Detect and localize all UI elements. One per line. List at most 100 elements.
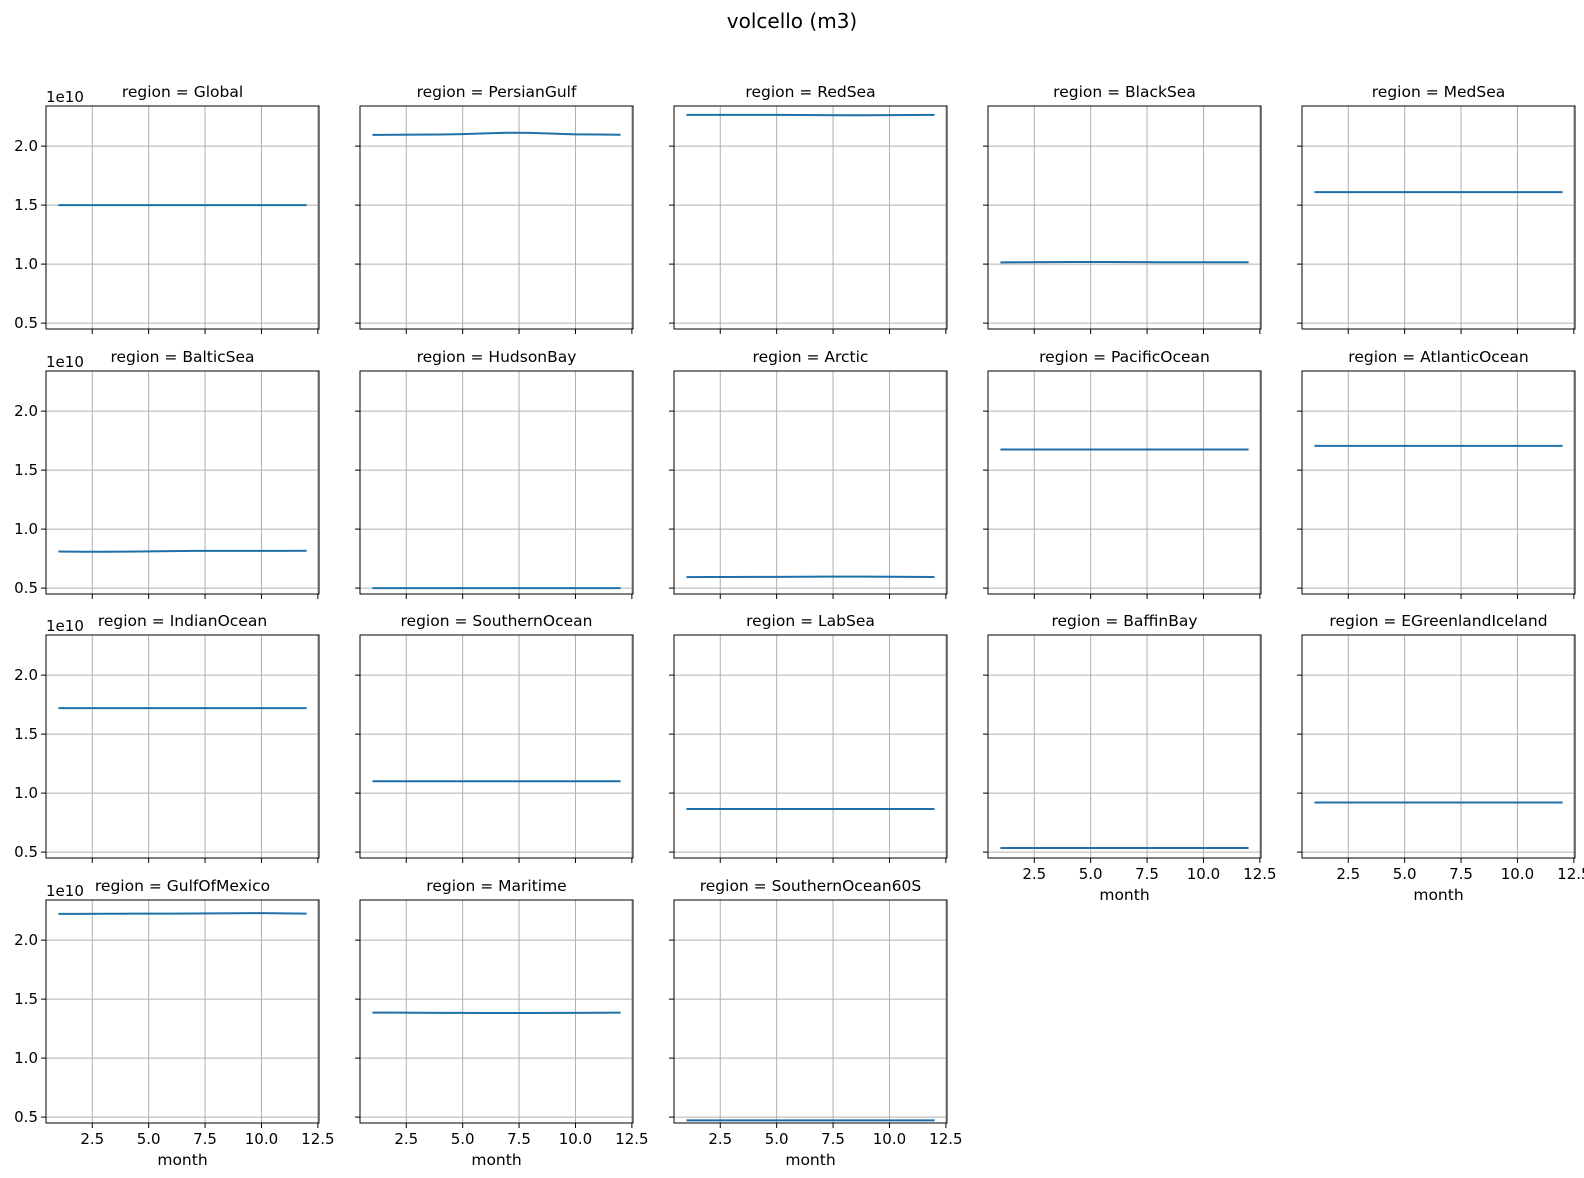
y-offset-label: 1e10 <box>46 88 84 106</box>
x-axis-label: month <box>157 1151 207 1169</box>
plot-frame <box>1301 634 1576 859</box>
panel-title: region = PacificOcean <box>1039 348 1210 366</box>
facet-panel: region = PersianGulf <box>355 83 634 334</box>
y-tick-label: 1.5 <box>14 725 38 743</box>
x-axis-label: month <box>471 1151 521 1169</box>
panel-title: region = GulfOfMexico <box>95 877 270 895</box>
panel-title: region = SouthernOcean60S <box>700 877 922 895</box>
facet-grid: 0.5 1.0 1.5 2.0 1e10 region = Global region = … <box>14 83 1584 1169</box>
y-tick-label: 2.0 <box>14 931 38 949</box>
x-tick-label: 2.5 <box>708 1130 732 1148</box>
x-tick-label: 10.0 <box>1501 865 1534 883</box>
y-tick-label: 1.5 <box>14 461 38 479</box>
plot-frame <box>45 370 320 595</box>
series-line <box>58 912 307 915</box>
facet-panel: 2.5 5.0 7.5 10.0 12.5 month region = BaffinBay <box>983 612 1277 904</box>
facet-panel: 0.5 1.0 1.5 2.0 1e10 region = BalticSea <box>14 348 320 599</box>
y-tick-label: 2.0 <box>14 402 38 420</box>
y-tick-label: 1.5 <box>14 990 38 1008</box>
panel-title: region = BaffinBay <box>1051 612 1197 630</box>
y-offset-label: 1e10 <box>46 617 84 635</box>
y-offset-label: 1e10 <box>46 882 84 900</box>
plot-frame <box>1301 105 1576 330</box>
panel-title: region = RedSea <box>745 83 875 101</box>
x-tick-label: 12.5 <box>1557 865 1584 883</box>
x-axis-label: month <box>785 1151 835 1169</box>
plot-frame <box>987 105 1262 330</box>
x-tick-label: 7.5 <box>507 1130 531 1148</box>
x-tick-label: 7.5 <box>1449 865 1473 883</box>
y-tick-label: 1.0 <box>14 1049 38 1067</box>
x-tick-label: 12.5 <box>1243 865 1276 883</box>
panel-title: region = SouthernOcean <box>401 612 593 630</box>
facet-panel: region = HudsonBay <box>355 348 634 599</box>
facet-panel: 2.5 5.0 7.5 10.0 12.5 month region = EGreenlan… <box>1297 612 1584 904</box>
x-tick-label: 10.0 <box>1187 865 1220 883</box>
x-tick-label: 5.0 <box>1079 865 1103 883</box>
y-tick-label: 0.5 <box>14 843 38 861</box>
x-tick-label: 10.0 <box>559 1130 592 1148</box>
facet-panel: region = BlackSea <box>983 83 1262 334</box>
figure-title: volcello (m3) <box>727 9 857 33</box>
x-tick-label: 7.5 <box>1135 865 1159 883</box>
panel-title: region = Arctic <box>753 348 869 366</box>
facet-panel: region = LabSea <box>669 612 948 863</box>
facet-panel: region = Arctic <box>669 348 948 599</box>
y-tick-label: 1.0 <box>14 255 38 273</box>
x-tick-label: 5.0 <box>137 1130 161 1148</box>
plot-frame <box>673 370 948 595</box>
panel-title: region = BalticSea <box>110 348 254 366</box>
panel-title: region = HudsonBay <box>417 348 577 366</box>
y-tick-label: 1.0 <box>14 520 38 538</box>
plot-frame <box>987 370 1262 595</box>
facet-panel: 0.5 1.0 1.5 2.0 2.5 5.0 7.5 10.0 12.5 month 1e10 re… <box>14 877 334 1169</box>
panel-title: region = AtlanticOcean <box>1348 348 1528 366</box>
x-tick-label: 10.0 <box>245 1130 278 1148</box>
facet-panel: region = PacificOcean <box>983 348 1262 599</box>
x-tick-label: 7.5 <box>193 1130 217 1148</box>
x-tick-label: 12.5 <box>615 1130 648 1148</box>
y-tick-label: 2.0 <box>14 137 38 155</box>
y-tick-label: 1.5 <box>14 196 38 214</box>
plot-frame <box>1301 370 1576 595</box>
x-axis-label: month <box>1413 886 1463 904</box>
x-tick-label: 12.5 <box>929 1130 962 1148</box>
panel-title: region = MedSea <box>1372 83 1505 101</box>
facet-panel: 0.5 1.0 1.5 2.0 1e10 region = Global <box>14 83 320 334</box>
plot-frame <box>359 105 634 330</box>
y-tick-label: 0.5 <box>14 1108 38 1126</box>
x-tick-label: 2.5 <box>1022 865 1046 883</box>
plot-frame <box>45 634 320 859</box>
y-tick-label: 1.0 <box>14 784 38 802</box>
facet-panel: 0.5 1.0 1.5 2.0 1e10 region = IndianOcean <box>14 612 320 863</box>
y-offset-label: 1e10 <box>46 353 84 371</box>
x-tick-label: 2.5 <box>394 1130 418 1148</box>
panel-title: region = IndianOcean <box>98 612 267 630</box>
x-tick-label: 5.0 <box>1393 865 1417 883</box>
x-tick-label: 7.5 <box>821 1130 845 1148</box>
x-axis-label: month <box>1099 886 1149 904</box>
x-tick-label: 5.0 <box>765 1130 789 1148</box>
panel-title: region = LabSea <box>746 612 875 630</box>
x-tick-label: 10.0 <box>873 1130 906 1148</box>
facet-panel: 2.5 5.0 7.5 10.0 12.5 month region = Maritime <box>355 877 649 1169</box>
plot-frame <box>673 899 948 1124</box>
plot-frame <box>359 634 634 859</box>
facet-panel: 2.5 5.0 7.5 10.0 12.5 month region = SouthernO… <box>669 877 963 1169</box>
plot-frame <box>359 899 634 1124</box>
facet-panel: region = MedSea <box>1297 83 1576 334</box>
y-tick-label: 0.5 <box>14 314 38 332</box>
x-tick-label: 2.5 <box>1336 865 1360 883</box>
panel-title: region = Global <box>122 83 243 101</box>
y-tick-label: 0.5 <box>14 579 38 597</box>
plot-frame <box>359 370 634 595</box>
plot-frame <box>45 899 320 1124</box>
plot-frame <box>673 105 948 330</box>
plot-frame <box>45 105 320 330</box>
panel-title: region = EGreenlandIceland <box>1329 612 1547 630</box>
series-line <box>372 131 621 136</box>
plot-frame <box>987 634 1262 859</box>
series-line <box>58 549 307 553</box>
plot-frame <box>673 634 948 859</box>
